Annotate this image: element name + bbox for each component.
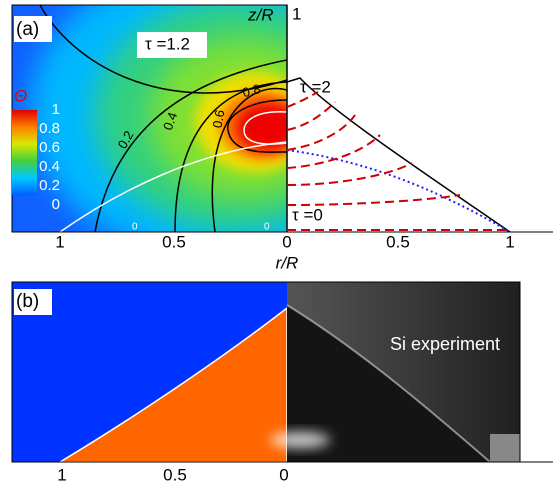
colorbar-label: 0.8: [39, 120, 60, 137]
annotation: τ =0: [292, 205, 323, 224]
x-tick-label: 1: [55, 232, 64, 251]
colorbar-label: 0.2: [39, 177, 60, 194]
contour-label: 0.6: [210, 109, 228, 129]
colormap: [12, 0, 410, 260]
x-tick-label: 0.5: [162, 232, 186, 251]
figure: Θ 1 0.8 0.6 0.4 0.2 0 τ =1.2 τ =2 τ =0 (a) z/…: [0, 0, 553, 490]
y-tick-label: 1: [292, 4, 301, 23]
photo-block: [490, 434, 520, 462]
x-tick-label: 0.5: [163, 465, 187, 484]
contour-label: 0: [264, 222, 270, 233]
colorbar-title: Θ: [14, 86, 27, 105]
x-tick-label: 1: [505, 232, 514, 251]
colorbar-label: 0: [52, 196, 60, 213]
x-tick-label: 0: [282, 232, 291, 251]
annotation: τ =2: [300, 77, 331, 96]
annotation: τ =1.2: [145, 34, 190, 53]
annotation: Si experiment: [390, 334, 500, 354]
colorbar: [12, 110, 37, 195]
panel-label: (b): [16, 291, 39, 312]
panel-label: (a): [16, 19, 39, 40]
photo-highlight: [270, 432, 330, 448]
x-axis-label: r/R: [276, 253, 299, 272]
contour-label: 0: [132, 222, 138, 233]
x-tick-label: 0.5: [386, 232, 410, 251]
colorbar-label: 1: [52, 101, 60, 118]
colorbar-label: 0.6: [39, 139, 60, 156]
colorbar-label: 0.4: [39, 158, 60, 175]
y-axis-label: z/R: [247, 5, 274, 24]
x-tick-label: 0: [279, 465, 288, 484]
x-tick-label: 1: [57, 465, 66, 484]
